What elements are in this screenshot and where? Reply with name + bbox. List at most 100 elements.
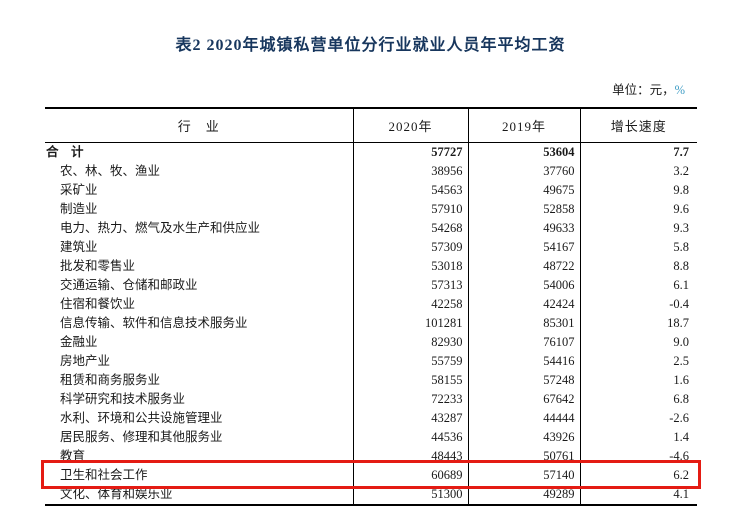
value-2020-cell: 57313 bbox=[352, 275, 468, 295]
industry-cell: 住宿和餐饮业 bbox=[60, 296, 136, 311]
growth-cell: 9.8 bbox=[579, 180, 697, 200]
value-2019-cell: 42424 bbox=[467, 294, 580, 314]
value-2020-cell: 82930 bbox=[352, 332, 468, 352]
unit-note-prefix: 单位：元， bbox=[612, 83, 675, 97]
value-2019-cell: 37760 bbox=[467, 161, 580, 181]
value-2020-cell: 43287 bbox=[352, 408, 468, 428]
table-row: 科学研究和技术服务业 72233 67642 6.8 bbox=[45, 389, 697, 409]
value-2020-cell: 57910 bbox=[352, 199, 468, 219]
growth-cell: 1.6 bbox=[579, 370, 697, 390]
growth-cell: 4.1 bbox=[579, 484, 697, 505]
unit-note-percent: % bbox=[674, 83, 685, 97]
growth-cell: -4.6 bbox=[579, 446, 697, 466]
value-2020-cell: 48443 bbox=[352, 446, 468, 466]
value-2019-cell: 54416 bbox=[467, 351, 580, 371]
growth-cell: 2.5 bbox=[579, 351, 697, 371]
value-2019-cell: 67642 bbox=[467, 389, 580, 409]
header-2019: 2019年 bbox=[467, 108, 580, 143]
growth-cell: -2.6 bbox=[579, 408, 697, 428]
wage-table: 行 业 2020年 2019年 增长速度 合 计 57727 53604 7.7 农、林… bbox=[45, 107, 697, 506]
growth-cell: 6.2 bbox=[579, 465, 697, 485]
table-body: 合 计 57727 53604 7.7 农、林、牧、渔业 38956 37760 3.2 采矿业… bbox=[45, 142, 697, 505]
growth-cell: 6.8 bbox=[579, 389, 697, 409]
industry-cell: 制造业 bbox=[60, 201, 98, 216]
table-row: 卫生和社会工作 60689 57140 6.2 bbox=[45, 465, 697, 485]
value-2019-cell: 44444 bbox=[467, 408, 580, 428]
growth-cell: 3.2 bbox=[579, 161, 697, 181]
value-2020-cell: 57727 bbox=[352, 142, 468, 162]
table-row: 采矿业 54563 49675 9.8 bbox=[45, 180, 697, 200]
value-2019-cell: 50761 bbox=[467, 446, 580, 466]
value-2020-cell: 57309 bbox=[352, 237, 468, 257]
value-2020-cell: 42258 bbox=[352, 294, 468, 314]
growth-cell: 9.3 bbox=[579, 218, 697, 238]
table-row: 教育 48443 50761 -4.6 bbox=[45, 446, 697, 466]
industry-cell: 合 计 bbox=[46, 144, 84, 159]
industry-cell: 科学研究和技术服务业 bbox=[60, 391, 186, 406]
industry-cell: 电力、热力、燃气及水生产和供应业 bbox=[60, 220, 261, 235]
industry-cell: 居民服务、修理和其他服务业 bbox=[60, 429, 223, 444]
growth-cell: 9.0 bbox=[579, 332, 697, 352]
table-header-row: 行 业 2020年 2019年 增长速度 bbox=[45, 108, 697, 143]
industry-cell: 批发和零售业 bbox=[60, 258, 136, 273]
value-2020-cell: 51300 bbox=[352, 484, 468, 505]
value-2020-cell: 60689 bbox=[352, 465, 468, 485]
table-row: 信息传输、软件和信息技术服务业 101281 85301 18.7 bbox=[45, 313, 697, 333]
header-2020: 2020年 bbox=[352, 108, 468, 143]
value-2019-cell: 54006 bbox=[467, 275, 580, 295]
table-row: 房地产业 55759 54416 2.5 bbox=[45, 351, 697, 371]
table-header: 行 业 2020年 2019年 增长速度 bbox=[45, 108, 697, 143]
growth-cell: 9.6 bbox=[579, 199, 697, 219]
table-row: 建筑业 57309 54167 5.8 bbox=[45, 237, 697, 257]
value-2019-cell: 57248 bbox=[467, 370, 580, 390]
value-2020-cell: 44536 bbox=[352, 427, 468, 447]
value-2019-cell: 57140 bbox=[467, 465, 580, 485]
value-2020-cell: 101281 bbox=[352, 313, 468, 333]
table-row: 制造业 57910 52858 9.6 bbox=[45, 199, 697, 219]
value-2019-cell: 85301 bbox=[467, 313, 580, 333]
industry-cell: 建筑业 bbox=[60, 239, 98, 254]
industry-cell: 交通运输、仓储和邮政业 bbox=[60, 277, 198, 292]
industry-cell: 水利、环境和公共设施管理业 bbox=[60, 410, 223, 425]
industry-cell: 文化、体育和娱乐业 bbox=[60, 486, 173, 501]
value-2019-cell: 76107 bbox=[467, 332, 580, 352]
value-2019-cell: 49289 bbox=[467, 484, 580, 505]
value-2020-cell: 53018 bbox=[352, 256, 468, 276]
table-row: 金融业 82930 76107 9.0 bbox=[45, 332, 697, 352]
table-row: 文化、体育和娱乐业 51300 49289 4.1 bbox=[45, 484, 697, 505]
table-row: 批发和零售业 53018 48722 8.8 bbox=[45, 256, 697, 276]
industry-cell: 租赁和商务服务业 bbox=[60, 372, 161, 387]
growth-cell: -0.4 bbox=[579, 294, 697, 314]
value-2019-cell: 43926 bbox=[467, 427, 580, 447]
value-2019-cell: 49675 bbox=[467, 180, 580, 200]
value-2019-cell: 49633 bbox=[467, 218, 580, 238]
value-2020-cell: 38956 bbox=[352, 161, 468, 181]
growth-cell: 8.8 bbox=[579, 256, 697, 276]
header-industry: 行 业 bbox=[45, 108, 353, 143]
value-2020-cell: 72233 bbox=[352, 389, 468, 409]
industry-cell: 房地产业 bbox=[60, 353, 111, 368]
unit-note: 单位：元，% bbox=[612, 79, 685, 98]
growth-cell: 7.7 bbox=[579, 142, 697, 162]
table-row: 租赁和商务服务业 58155 57248 1.6 bbox=[45, 370, 697, 390]
table-row: 电力、热力、燃气及水生产和供应业 54268 49633 9.3 bbox=[45, 218, 697, 238]
industry-cell: 教育 bbox=[60, 448, 86, 463]
table-row: 农、林、牧、渔业 38956 37760 3.2 bbox=[45, 161, 697, 181]
industry-cell: 卫生和社会工作 bbox=[60, 467, 148, 482]
table-row: 水利、环境和公共设施管理业 43287 44444 -2.6 bbox=[45, 408, 697, 428]
table-row: 交通运输、仓储和邮政业 57313 54006 6.1 bbox=[45, 275, 697, 295]
value-2020-cell: 55759 bbox=[352, 351, 468, 371]
growth-cell: 5.8 bbox=[579, 237, 697, 257]
industry-cell: 金融业 bbox=[60, 334, 98, 349]
industry-cell: 农、林、牧、渔业 bbox=[60, 163, 161, 178]
value-2019-cell: 54167 bbox=[467, 237, 580, 257]
value-2019-cell: 53604 bbox=[467, 142, 580, 162]
value-2019-cell: 48722 bbox=[467, 256, 580, 276]
growth-cell: 1.4 bbox=[579, 427, 697, 447]
industry-cell: 信息传输、软件和信息技术服务业 bbox=[60, 315, 248, 330]
value-2019-cell: 52858 bbox=[467, 199, 580, 219]
page-title: 表2 2020年城镇私营单位分行业就业人员年平均工资 bbox=[175, 37, 566, 54]
table-row: 住宿和餐饮业 42258 42424 -0.4 bbox=[45, 294, 697, 314]
header-growth: 增长速度 bbox=[579, 108, 697, 143]
